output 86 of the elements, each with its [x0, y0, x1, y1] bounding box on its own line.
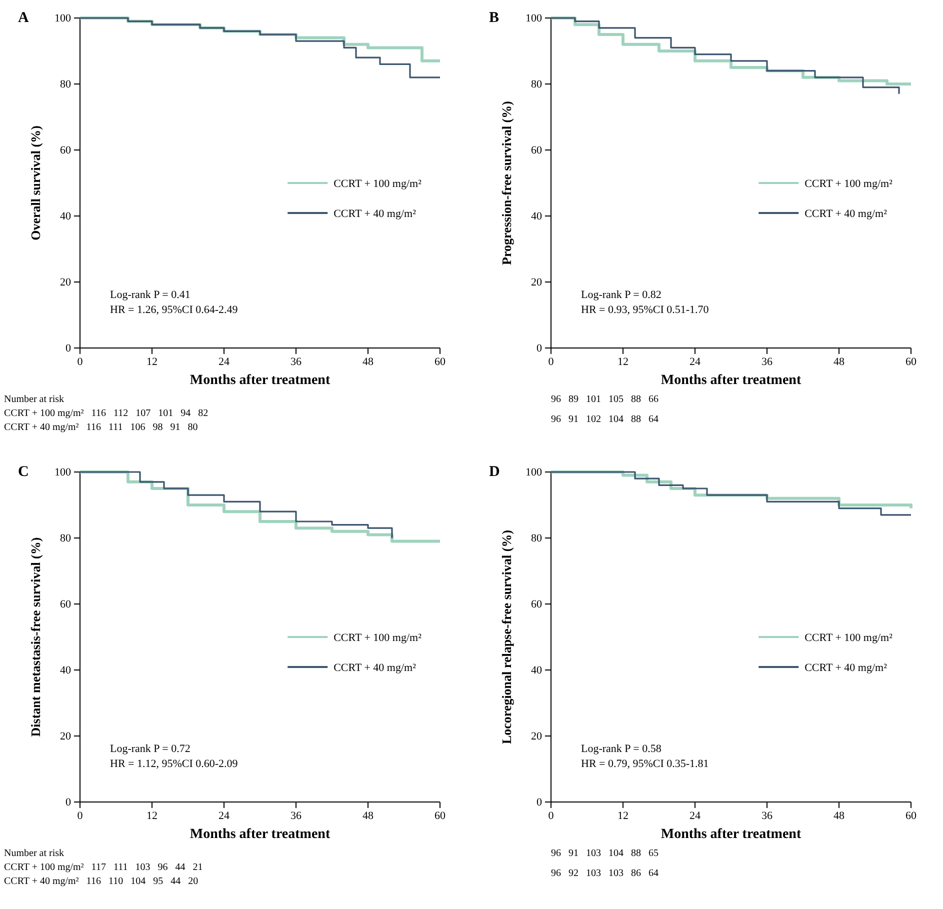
x-tick-label: 60 — [434, 810, 446, 822]
y-tick-label: 60 — [60, 598, 72, 611]
x-tick-label: 48 — [834, 356, 845, 368]
y-tick-label: 80 — [60, 78, 72, 91]
y-tick-label: 100 — [526, 12, 542, 25]
x-tick-label: 60 — [906, 356, 917, 368]
y-tick-label: 80 — [60, 532, 72, 545]
legend-label: CCRT + 40 mg/m² — [804, 208, 888, 220]
legend-label: CCRT + 100 mg/m² — [804, 632, 894, 644]
x-tick-label: 24 — [690, 356, 701, 368]
y-tick-label: 0 — [66, 342, 72, 355]
x-tick-label: 36 — [290, 810, 302, 822]
chart-title: B — [489, 10, 500, 26]
y-axis-title: Distant metastasis-free survival (%) — [28, 537, 43, 737]
x-tick-label: 0 — [548, 356, 554, 368]
text: Number at risk — [4, 394, 64, 405]
x-tick-label: 36 — [762, 810, 773, 822]
y-tick-label: 20 — [531, 730, 542, 743]
chart-title: A — [18, 10, 29, 26]
x-axis-title: Months after treatment — [660, 827, 802, 842]
y-tick-label: 100 — [54, 466, 72, 479]
y-tick-label: 0 — [536, 796, 542, 809]
annotation: Log-rank P = 0.82 — [581, 289, 662, 301]
annotation: HR = 1.12, 95%CI 0.60-2.09 — [110, 758, 238, 770]
x-tick-label: 48 — [362, 356, 374, 368]
text: 96 91 103 104 88 65 — [551, 848, 658, 859]
legend-label: CCRT + 100 mg/m² — [804, 178, 894, 190]
annotation: HR = 0.93, 95%CI 0.51-1.70 — [581, 304, 710, 316]
y-tick-label: 20 — [60, 730, 72, 743]
legend-label: CCRT + 40 mg/m² — [334, 208, 417, 220]
x-axis-title: Months after treatment — [660, 373, 802, 388]
text: 96 89 101 105 88 66 — [551, 394, 658, 405]
y-tick-label: 80 — [531, 532, 542, 545]
x-tick-label: 24 — [218, 810, 230, 822]
y-tick-label: 100 — [526, 466, 542, 479]
x-tick-label: 12 — [146, 356, 158, 368]
y-tick-label: 40 — [531, 210, 542, 223]
x-tick-label: 0 — [77, 356, 84, 368]
y-tick-label: 20 — [60, 276, 72, 289]
x-axis-title: Months after treatment — [190, 827, 330, 842]
y-tick-label: 40 — [60, 664, 72, 677]
x-tick-label: 36 — [762, 356, 773, 368]
y-axis-title: Progression-free survival (%) — [499, 101, 514, 265]
text: Number at risk — [4, 848, 64, 859]
y-axis-title: Locoregional relapse-free survival (%) — [499, 530, 514, 744]
y-tick-label: 80 — [531, 78, 542, 91]
annotation: Log-rank P = 0.72 — [110, 743, 190, 755]
x-tick-label: 24 — [690, 810, 701, 822]
text: CCRT + 100 mg/m² 116 112 107 101 94 82 — [4, 408, 208, 419]
x-tick-label: 12 — [146, 810, 158, 822]
annotation: HR = 1.26, 95%CI 0.64-2.49 — [110, 304, 238, 316]
annotation: Log-rank P = 0.58 — [581, 743, 662, 755]
annotation: HR = 0.79, 95%CI 0.35-1.81 — [581, 758, 709, 770]
x-tick-label: 0 — [77, 810, 84, 822]
x-axis-title: Months after treatment — [190, 373, 330, 388]
y-tick-label: 0 — [66, 796, 72, 809]
x-tick-label: 24 — [218, 356, 230, 368]
x-tick-label: 48 — [362, 810, 374, 822]
chart-title: C — [18, 464, 29, 480]
y-tick-label: 20 — [531, 276, 542, 289]
x-tick-label: 60 — [434, 356, 446, 368]
annotation: Log-rank P = 0.41 — [110, 289, 190, 301]
legend-label: CCRT + 40 mg/m² — [804, 662, 888, 674]
legend-label: CCRT + 100 mg/m² — [334, 178, 422, 190]
y-tick-label: 40 — [531, 664, 542, 677]
text: CCRT + 40 mg/m² 116 110 104 95 44 20 — [4, 876, 198, 887]
x-tick-label: 0 — [548, 810, 554, 822]
chart-title: D — [489, 464, 500, 480]
x-tick-label: 48 — [834, 810, 845, 822]
text: CCRT + 100 mg/m² 117 111 103 96 44 21 — [4, 862, 203, 873]
x-tick-label: 12 — [618, 356, 628, 368]
y-tick-label: 0 — [536, 342, 542, 355]
y-tick-label: 60 — [531, 598, 542, 611]
y-tick-label: 60 — [531, 144, 542, 157]
text: 96 91 102 104 88 64 — [551, 414, 658, 425]
y-tick-label: 100 — [54, 12, 72, 25]
x-tick-label: 12 — [618, 810, 628, 822]
y-tick-label: 40 — [60, 210, 72, 223]
x-tick-label: 36 — [290, 356, 302, 368]
y-axis-title: Overall survival (%) — [28, 126, 43, 240]
legend-label: CCRT + 100 mg/m² — [334, 632, 422, 644]
text: 96 92 103 103 86 64 — [551, 868, 658, 879]
legend-label: CCRT + 40 mg/m² — [334, 662, 417, 674]
x-tick-label: 60 — [906, 810, 917, 822]
y-tick-label: 60 — [60, 144, 72, 157]
text: CCRT + 40 mg/m² 116 111 106 98 91 80 — [4, 422, 198, 433]
